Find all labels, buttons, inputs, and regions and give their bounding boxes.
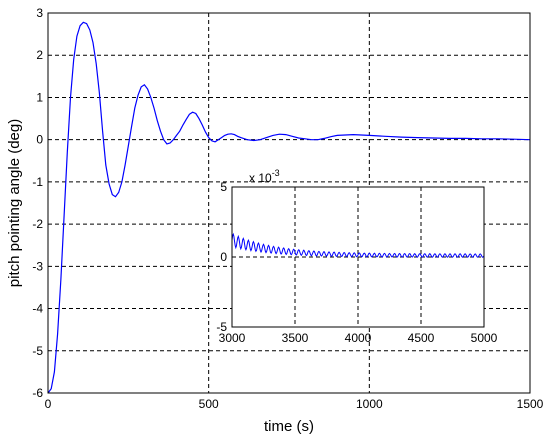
y-tick-label: -6 — [32, 386, 43, 400]
x-tick-label: 1500 — [517, 397, 544, 411]
y-tick-label: -4 — [32, 302, 43, 316]
y-tick-label: 5 — [220, 180, 227, 194]
x-tick-label: 3000 — [219, 331, 246, 345]
y-axis-label: pitch pointing angle (deg) — [6, 119, 23, 287]
x-tick-label: 0 — [45, 397, 52, 411]
inset-y-multiplier: x 10-3 — [249, 168, 280, 185]
inset-y-multiplier-base: x 10 — [249, 171, 272, 185]
main-y-ticks: 3 2 1 0 -1 -2 -3 -4 -5 -6 — [32, 6, 43, 400]
inset-y-ticks: 5 0 -5 — [216, 180, 227, 334]
y-tick-label: -5 — [216, 320, 227, 334]
y-tick-label: -1 — [32, 175, 43, 189]
inset-plot-border — [231, 186, 485, 328]
inset-plot: 3000 3500 4000 4500 5000 5 0 -5 x 10-3 — [216, 168, 497, 345]
y-tick-label: 3 — [36, 6, 43, 20]
x-tick-label: 5000 — [471, 331, 498, 345]
main-series-line — [47, 21, 531, 394]
inset-y-multiplier-exponent: -3 — [272, 168, 280, 178]
x-tick-label: 1000 — [356, 397, 383, 411]
y-tick-label: 0 — [36, 133, 43, 147]
inset-x-ticks: 3000 3500 4000 4500 5000 — [219, 331, 498, 345]
x-tick-label: 4000 — [345, 331, 372, 345]
y-tick-label: 1 — [36, 90, 43, 104]
main-plot-border — [47, 12, 531, 394]
inset-series-line — [231, 232, 485, 258]
y-tick-label: -5 — [32, 344, 43, 358]
y-tick-label: 2 — [36, 48, 43, 62]
x-tick-label: 3500 — [282, 331, 309, 345]
x-tick-label: 4500 — [408, 331, 435, 345]
main-x-ticks: 0 500 1000 1500 — [45, 397, 544, 411]
y-tick-label: -3 — [32, 259, 43, 273]
y-tick-label: -2 — [32, 217, 43, 231]
x-axis-label: time (s) — [264, 418, 314, 435]
y-tick-label: 0 — [220, 250, 227, 264]
x-tick-label: 500 — [199, 397, 219, 411]
